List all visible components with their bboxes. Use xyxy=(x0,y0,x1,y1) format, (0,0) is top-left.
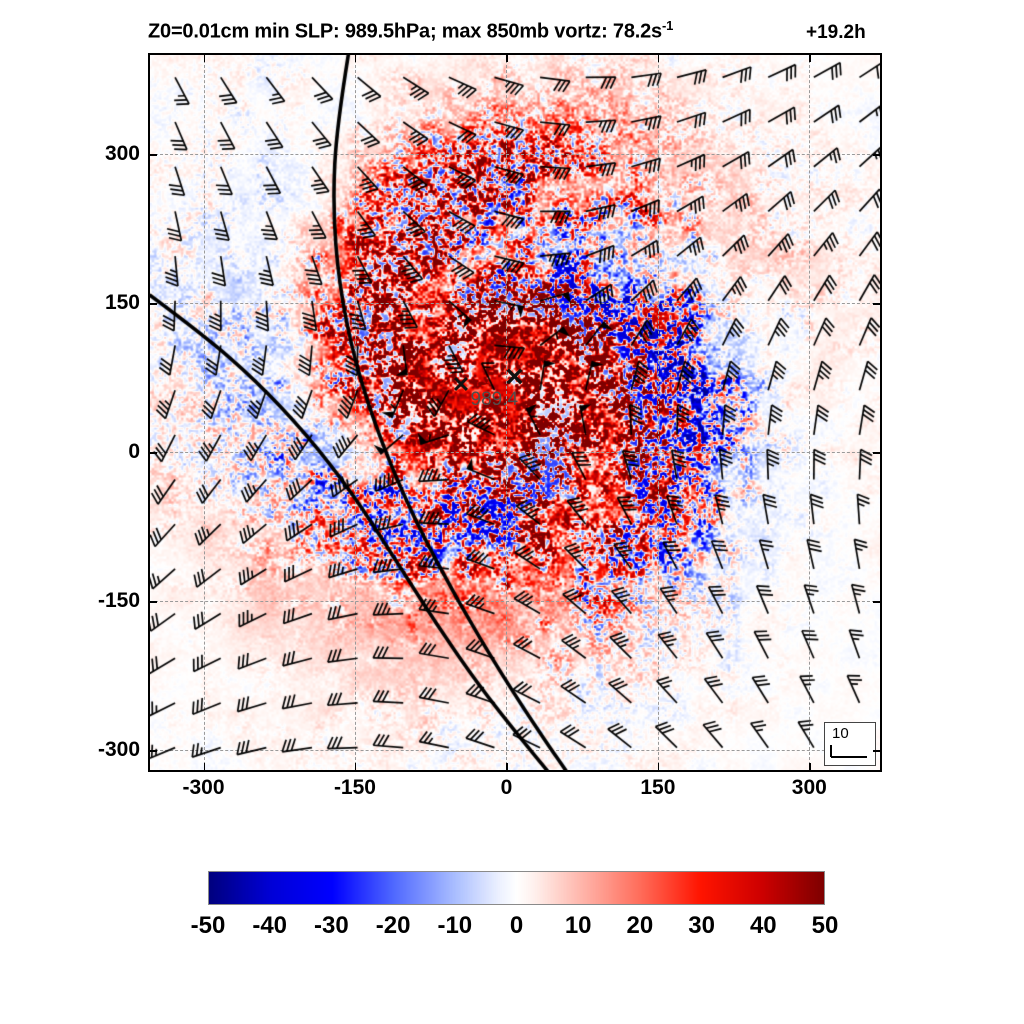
colorbar-tick-label: 30 xyxy=(688,912,715,939)
colorbar-gradient xyxy=(209,872,824,904)
colorbar-tick-label: 40 xyxy=(749,912,777,939)
colorbar-tick-label: -20 xyxy=(375,912,411,939)
x-tick-label: 300 xyxy=(791,776,827,799)
wind-barbs xyxy=(150,55,880,770)
colorbar-tick-label: 20 xyxy=(626,912,654,939)
x-axis-tick xyxy=(203,763,205,770)
x-axis-tick-top xyxy=(809,55,811,62)
forecast-hour-label: +19.2h xyxy=(806,22,866,43)
colorbar-tick-label: -30 xyxy=(314,912,349,939)
y-axis-tick xyxy=(150,154,157,156)
x-axis-tick xyxy=(657,763,660,770)
x-axis-tick xyxy=(506,763,508,770)
y-axis-tick-right xyxy=(873,303,880,305)
colorbar-tick-label: 50 xyxy=(811,912,839,939)
colorbar-tick-label: -10 xyxy=(437,912,473,939)
plot-title-superscript: -1 xyxy=(661,18,674,33)
y-tick-label: 0 xyxy=(128,440,140,464)
y-axis-tick xyxy=(150,750,157,752)
x-tick-label: -300 xyxy=(182,776,225,799)
wind-barb-legend-icon xyxy=(830,745,867,758)
y-axis-tick-right xyxy=(873,452,880,454)
colorbar xyxy=(208,871,825,905)
x-tick-label: 0 xyxy=(500,776,513,799)
colorbar-tick-label: 0 xyxy=(509,912,524,939)
colorbar-tick-label: -50 xyxy=(190,912,226,939)
plot-area: ✕ ✕ 989.4 10 xyxy=(148,53,882,772)
plot-title-text: Z0=0.01cm min SLP: 989.5hPa; max 850mb v… xyxy=(148,20,662,43)
x-axis-tick-top xyxy=(203,55,205,62)
y-axis-tick-right xyxy=(873,154,880,156)
x-axis-tick-top xyxy=(657,55,660,62)
y-axis-tick xyxy=(150,452,157,454)
x-tick-label: 150 xyxy=(640,776,676,799)
wind-barb-legend: 10 xyxy=(824,722,876,766)
x-tick-label: -150 xyxy=(333,776,376,799)
y-tick-label: -300 xyxy=(97,738,140,762)
y-tick-label: -150 xyxy=(97,589,140,613)
colorbar-tick-label: 10 xyxy=(564,912,592,939)
y-axis-tick xyxy=(150,601,157,603)
colorbar-tick-label: -40 xyxy=(252,912,288,939)
y-tick-label: 150 xyxy=(104,291,140,315)
storm-center-marker: ✕ xyxy=(451,371,471,397)
plot-title: Z0=0.01cm min SLP: 989.5hPa; max 850mb v… xyxy=(148,18,673,44)
y-tick-label: 300 xyxy=(104,142,140,166)
x-axis-tick xyxy=(354,763,357,770)
y-axis-tick-right xyxy=(873,750,880,752)
center-pressure-label: 989.4 xyxy=(470,388,519,410)
y-axis-tick-right xyxy=(873,601,880,603)
x-axis-tick-top xyxy=(354,55,357,62)
x-axis-tick-top xyxy=(506,55,508,62)
y-axis-tick xyxy=(150,303,157,305)
x-axis-tick xyxy=(809,763,811,770)
wind-barb-legend-value: 10 xyxy=(832,725,849,742)
storm-center-marker: ✕ xyxy=(504,363,525,392)
